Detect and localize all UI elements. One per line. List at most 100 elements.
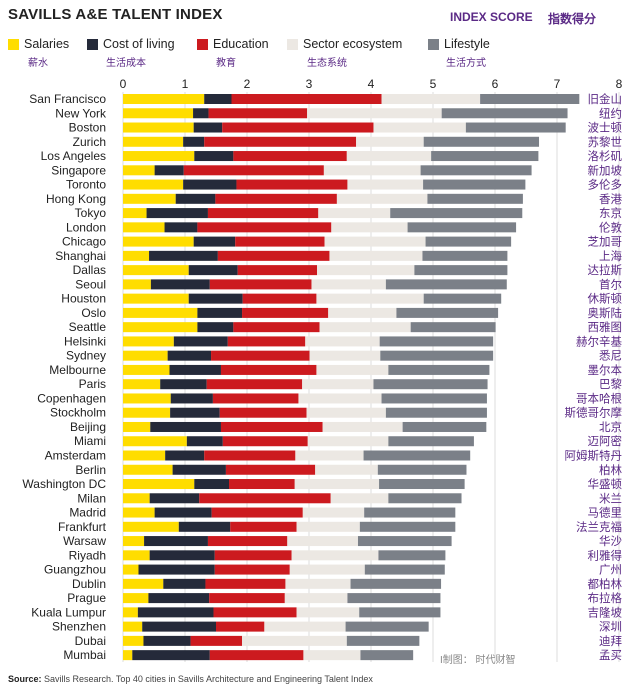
- city-label: New York: [55, 106, 107, 120]
- bar-segment-lifestyle: [388, 436, 474, 447]
- legend-label: Cost of living: [103, 37, 175, 51]
- bar-segment-sector-ecosystem: [295, 450, 364, 461]
- bar-segment-sector-ecosystem: [306, 407, 386, 418]
- bar-segment-education: [216, 621, 265, 632]
- bar-segment-lifestyle: [359, 521, 456, 532]
- bar-segment-sector-ecosystem: [302, 507, 365, 518]
- bar-segment-cost-of-living: [132, 650, 210, 661]
- bar-segment-salaries: [123, 621, 143, 632]
- bar-segment-sector-ecosystem: [322, 421, 403, 432]
- bar-segment-lifestyle: [346, 635, 420, 646]
- bar-segment-lifestyle: [363, 450, 471, 461]
- bar-segment-cost-of-living: [150, 279, 210, 290]
- city-label: Riyadh: [69, 548, 106, 562]
- city-label-cn: 墨尔本: [588, 363, 623, 377]
- bar-segment-lifestyle: [385, 279, 507, 290]
- bar-segment-salaries: [123, 208, 147, 219]
- bar-segment-salaries: [123, 222, 165, 233]
- legend-swatch: [428, 38, 439, 50]
- city-label-cn: 华沙: [599, 534, 622, 548]
- city-label: Guangzhou: [44, 563, 106, 577]
- legend-cost-of-living: Cost of living: [87, 37, 175, 51]
- bar-segment-education: [220, 421, 323, 432]
- bar-segment-lifestyle: [345, 621, 429, 632]
- city-label-cn: 哥本哈根: [576, 391, 622, 405]
- chart-title: SAVILLS A&E TALENT INDEX: [8, 6, 223, 23]
- city-label-cn: 都柏林: [588, 577, 623, 591]
- bar-segment-sector-ecosystem: [311, 279, 386, 290]
- city-label-cn: 阿姆斯特丹: [565, 449, 623, 463]
- bar-segment-education: [242, 307, 329, 318]
- bar-segment-education: [222, 436, 308, 447]
- bar-segment-cost-of-living: [167, 350, 212, 361]
- bar-segment-salaries: [123, 151, 195, 162]
- bar-segment-cost-of-living: [149, 550, 215, 561]
- city-label: Singapore: [51, 163, 106, 177]
- city-label: Shanghai: [55, 249, 106, 263]
- city-label: Boston: [69, 121, 106, 135]
- bar-segment-lifestyle: [402, 421, 487, 432]
- legend-swatch: [197, 38, 208, 50]
- city-label-cn: 悉尼: [599, 349, 622, 363]
- city-label: Beijing: [70, 420, 106, 434]
- bar-segment-sector-ecosystem: [356, 136, 424, 147]
- city-label: Dublin: [72, 577, 106, 591]
- x-tick-label: 4: [368, 77, 375, 91]
- bar-segment-cost-of-living: [154, 507, 212, 518]
- bar-segment-cost-of-living: [170, 393, 213, 404]
- legend-label: Education: [213, 37, 269, 51]
- city-label-cn: 赫尔辛基: [576, 334, 622, 348]
- bar-segment-cost-of-living: [144, 536, 208, 547]
- bar-segment-cost-of-living: [193, 236, 236, 247]
- bar-segment-sector-ecosystem: [319, 322, 411, 333]
- bar-segment-sector-ecosystem: [318, 208, 391, 219]
- x-tick-label: 1: [182, 77, 189, 91]
- bar-segment-salaries: [123, 179, 184, 190]
- bar-segment-lifestyle: [407, 222, 517, 233]
- bar-segment-lifestyle: [427, 193, 523, 204]
- bar-segment-salaries: [123, 421, 151, 432]
- bar-segment-lifestyle: [423, 179, 526, 190]
- bar-segment-cost-of-living: [138, 564, 215, 575]
- bar-segment-salaries: [123, 136, 184, 147]
- bar-segment-cost-of-living: [194, 479, 230, 490]
- bar-segment-salaries: [123, 578, 164, 589]
- x-tick-label: 0: [120, 77, 127, 91]
- bar-segment-sector-ecosystem: [307, 108, 442, 119]
- bar-segment-sector-ecosystem: [323, 165, 421, 176]
- city-label-cn: 广州: [599, 563, 622, 577]
- bar-segment-lifestyle: [396, 307, 499, 318]
- city-label: Toronto: [66, 178, 106, 192]
- bar-segment-lifestyle: [381, 393, 487, 404]
- city-label: Paris: [79, 377, 106, 391]
- city-label: Milan: [77, 491, 106, 505]
- bar-segment-education: [207, 208, 319, 219]
- bar-segment-salaries: [123, 350, 168, 361]
- bar-segment-salaries: [123, 464, 173, 475]
- bar-segment-sector-ecosystem: [296, 521, 360, 532]
- bar-segment-sector-ecosystem: [291, 550, 379, 561]
- bar-segment-sector-ecosystem: [329, 250, 423, 261]
- bar-segment-sector-ecosystem: [330, 493, 389, 504]
- city-label-cn: 斯德哥尔摩: [565, 406, 623, 420]
- bar-segment-salaries: [123, 650, 133, 661]
- bar-segment-sector-ecosystem: [298, 393, 382, 404]
- city-label-cn: 新加坡: [588, 163, 623, 177]
- city-label-cn: 深圳: [599, 620, 622, 634]
- bar-segment-sector-ecosystem: [305, 336, 380, 347]
- bar-segment-education: [217, 250, 330, 261]
- bar-segment-cost-of-living: [165, 450, 205, 461]
- bar-segment-sector-ecosystem: [285, 578, 351, 589]
- bar-segment-lifestyle: [347, 593, 441, 604]
- bar-segment-sector-ecosystem: [303, 650, 361, 661]
- bar-segment-education: [213, 607, 297, 618]
- legend-education: Education: [197, 37, 269, 51]
- bar-segment-cost-of-living: [164, 222, 198, 233]
- city-label-cn: 孟买: [599, 648, 622, 662]
- bar-segment-lifestyle: [422, 250, 508, 261]
- bar-segment-education: [197, 222, 332, 233]
- city-label-cn: 香港: [599, 192, 622, 206]
- city-label: Shenzhen: [52, 620, 106, 634]
- city-label: Frankfurt: [58, 520, 107, 534]
- city-label: Zurich: [73, 135, 106, 149]
